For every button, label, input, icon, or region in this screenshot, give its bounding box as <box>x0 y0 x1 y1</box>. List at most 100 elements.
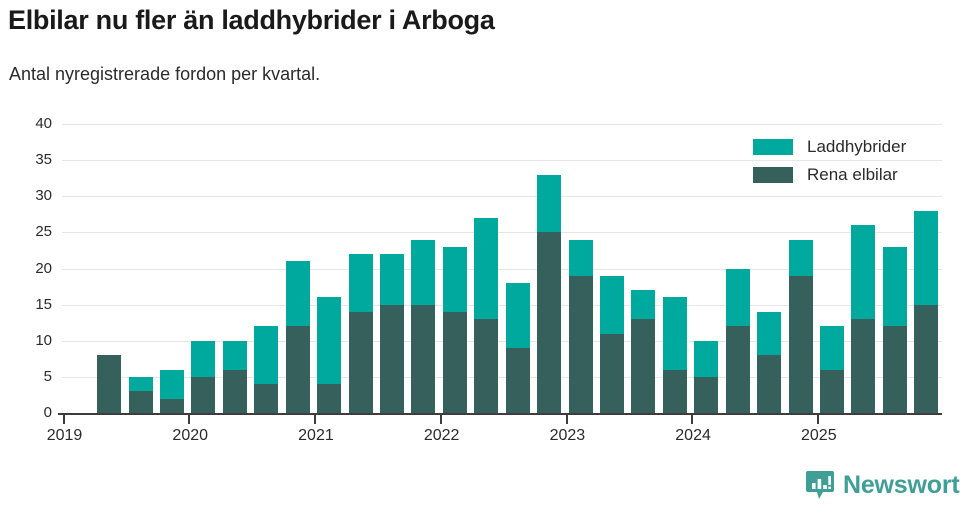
bar-segment-laddhybrider[interactable] <box>411 239 436 305</box>
bar-segment-rena-elbilar[interactable] <box>820 369 844 413</box>
bar-segment-laddhybrider[interactable] <box>222 340 247 370</box>
bar-segment-laddhybrider[interactable] <box>914 210 939 305</box>
bar-group[interactable] <box>380 254 404 413</box>
bar-segment-laddhybrider[interactable] <box>317 297 342 385</box>
bar-segment-rena-elbilar[interactable] <box>631 319 656 413</box>
bar-group[interactable] <box>191 340 216 413</box>
bar-group[interactable] <box>411 239 436 413</box>
bar-segment-rena-elbilar[interactable] <box>317 384 342 413</box>
gridline <box>62 340 942 342</box>
bar-segment-laddhybrider[interactable] <box>348 254 373 312</box>
bar-group[interactable] <box>788 239 813 413</box>
bar-segment-rena-elbilar[interactable] <box>505 347 530 413</box>
bar-segment-rena-elbilar[interactable] <box>222 369 247 413</box>
bar-group[interactable] <box>662 297 687 413</box>
bar-group[interactable] <box>160 369 184 413</box>
bar-segment-rena-elbilar[interactable] <box>757 355 782 413</box>
x-axis-tick-label: 2021 <box>298 427 334 444</box>
newsworthy-logo[interactable]: Newsworthy <box>806 470 960 500</box>
bar-segment-laddhybrider[interactable] <box>631 290 656 320</box>
bar-segment-laddhybrider[interactable] <box>568 239 593 276</box>
bar-group[interactable] <box>222 340 247 413</box>
bar-segment-rena-elbilar[interactable] <box>851 319 876 413</box>
bar-group[interactable] <box>285 261 310 413</box>
bar-group[interactable] <box>537 174 562 413</box>
bar-segment-laddhybrider[interactable] <box>662 297 687 370</box>
bar-segment-laddhybrider[interactable] <box>757 311 782 356</box>
x-axis-tick-label: 2024 <box>675 427 711 444</box>
bar-segment-rena-elbilar[interactable] <box>474 319 499 413</box>
bar-segment-laddhybrider[interactable] <box>442 246 467 312</box>
bar-segment-rena-elbilar[interactable] <box>442 311 467 413</box>
bar-group[interactable] <box>820 326 844 413</box>
bar-segment-rena-elbilar[interactable] <box>285 326 310 413</box>
x-axis-tick-mark <box>62 414 65 424</box>
bar-group[interactable] <box>317 297 342 413</box>
bar-group[interactable] <box>128 376 153 413</box>
bar-group[interactable] <box>600 275 624 413</box>
x-axis-tick-label: 2020 <box>172 427 209 444</box>
x-axis-tick-mark <box>314 414 317 424</box>
y-axis-tick-label: 35 <box>35 151 52 169</box>
bar-segment-rena-elbilar[interactable] <box>914 304 939 413</box>
bar-segment-laddhybrider[interactable] <box>474 217 499 320</box>
bar-segment-laddhybrider[interactable] <box>191 340 216 377</box>
bar-group[interactable] <box>851 225 876 413</box>
bar-group[interactable] <box>694 340 719 413</box>
bar-group[interactable] <box>882 246 907 413</box>
bar-segment-rena-elbilar[interactable] <box>537 232 562 413</box>
bar-segment-rena-elbilar[interactable] <box>600 333 624 413</box>
x-axis-tick-mark <box>565 414 568 424</box>
chart-legend: Laddhybrider Rena elbilar <box>753 133 906 189</box>
y-axis-tick-label: 15 <box>35 295 52 313</box>
bar-segment-rena-elbilar[interactable] <box>788 275 813 413</box>
bar-segment-rena-elbilar[interactable] <box>882 326 907 413</box>
bar-segment-rena-elbilar[interactable] <box>380 304 404 413</box>
bar-segment-rena-elbilar[interactable] <box>411 304 436 413</box>
bar-segment-laddhybrider[interactable] <box>285 261 310 327</box>
gridline <box>62 376 942 378</box>
bar-segment-laddhybrider[interactable] <box>505 282 530 348</box>
bar-segment-laddhybrider[interactable] <box>882 246 907 327</box>
legend-item-laddhybrider[interactable]: Laddhybrider <box>753 133 906 161</box>
bar-segment-rena-elbilar[interactable] <box>97 355 122 413</box>
bar-segment-laddhybrider[interactable] <box>128 376 153 392</box>
bar-segment-laddhybrider[interactable] <box>694 340 719 377</box>
bar-group[interactable] <box>348 254 373 413</box>
bar-segment-laddhybrider[interactable] <box>600 275 624 334</box>
bar-group[interactable] <box>97 355 122 413</box>
bar-segment-laddhybrider[interactable] <box>380 254 404 305</box>
bar-group[interactable] <box>757 311 782 413</box>
bar-segment-laddhybrider[interactable] <box>725 268 750 327</box>
plot-area <box>58 124 942 415</box>
y-axis-tick-label: 20 <box>35 259 52 277</box>
bar-segment-laddhybrider[interactable] <box>160 369 184 399</box>
bar-segment-rena-elbilar[interactable] <box>160 398 184 413</box>
bar-chart-bubble-icon <box>806 470 834 500</box>
bar-segment-rena-elbilar[interactable] <box>254 384 279 413</box>
bar-segment-laddhybrider[interactable] <box>537 174 562 233</box>
bar-segment-laddhybrider[interactable] <box>254 326 279 385</box>
bar-group[interactable] <box>505 282 530 413</box>
bar-group[interactable] <box>474 217 499 413</box>
page-title: Elbilar nu fler än laddhybrider i Arboga <box>8 5 495 35</box>
bar-group[interactable] <box>254 326 279 413</box>
bar-segment-rena-elbilar[interactable] <box>348 311 373 413</box>
bar-segment-laddhybrider[interactable] <box>788 239 813 276</box>
bar-group[interactable] <box>442 246 467 413</box>
legend-item-rena-elbilar[interactable]: Rena elbilar <box>753 161 906 189</box>
bar-segment-rena-elbilar[interactable] <box>694 376 719 413</box>
bar-segment-rena-elbilar[interactable] <box>725 326 750 413</box>
bar-group[interactable] <box>568 239 593 413</box>
bar-segment-laddhybrider[interactable] <box>851 225 876 320</box>
bar-group[interactable] <box>725 268 750 413</box>
bar-segment-rena-elbilar[interactable] <box>128 391 153 413</box>
bar-segment-laddhybrider[interactable] <box>820 326 844 370</box>
bar-group[interactable] <box>914 210 939 413</box>
x-axis-tick-label: 2025 <box>801 427 837 444</box>
bar-segment-rena-elbilar[interactable] <box>568 275 593 413</box>
bar-group[interactable] <box>631 290 656 413</box>
legend-label: Rena elbilar <box>807 165 898 184</box>
bar-segment-rena-elbilar[interactable] <box>662 369 687 413</box>
bar-segment-rena-elbilar[interactable] <box>191 376 216 413</box>
